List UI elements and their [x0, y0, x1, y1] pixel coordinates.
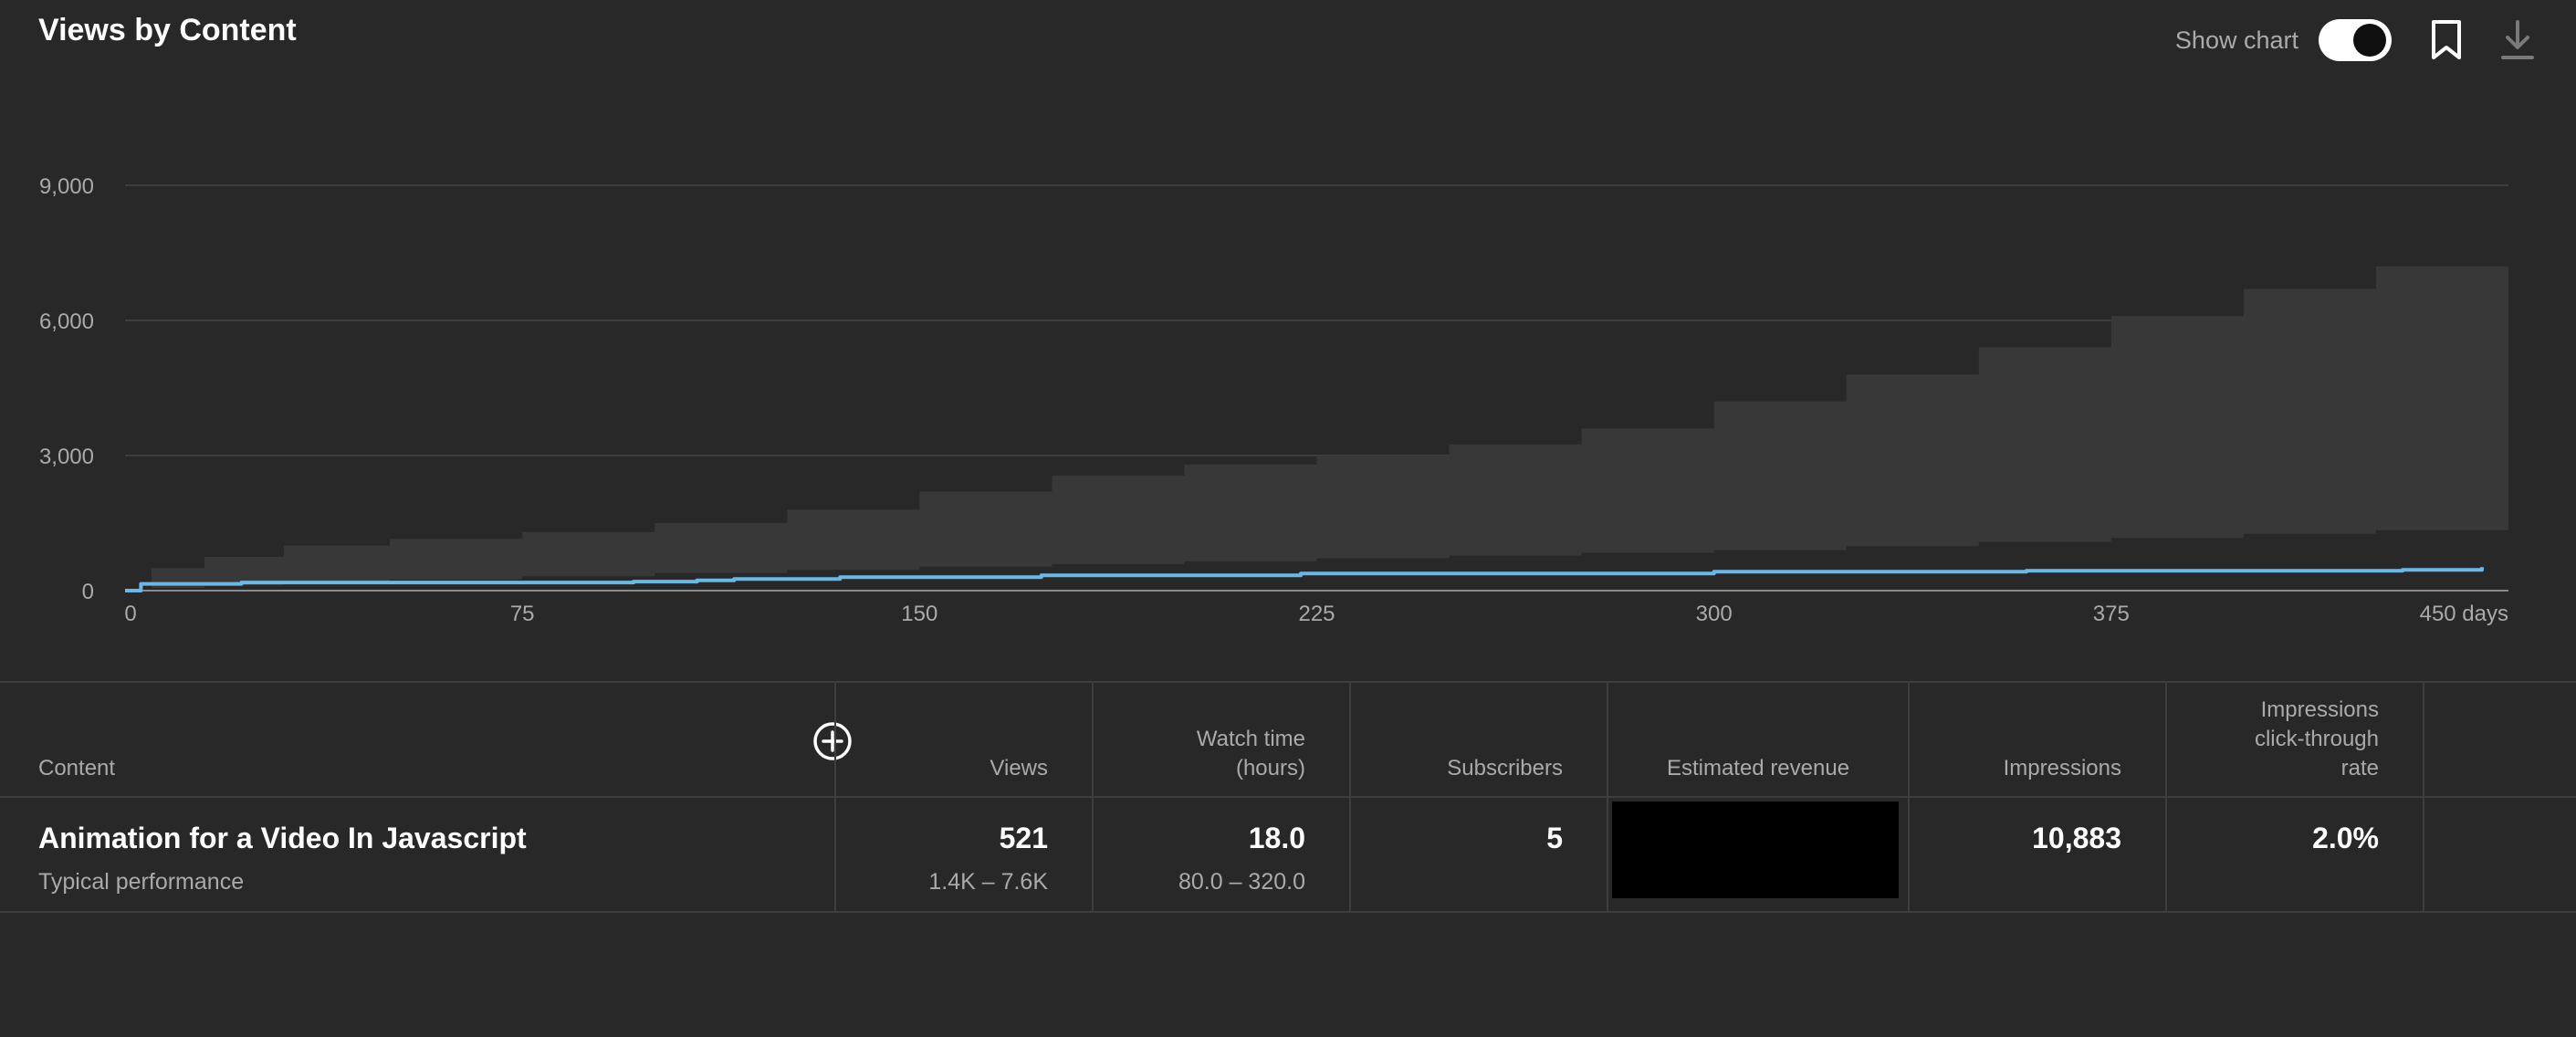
content-subtitle: Typical performance [38, 869, 245, 895]
subscribers-value: 5 [1546, 822, 1563, 854]
views-value: 521 [999, 822, 1048, 854]
header-impressions-label: Impressions [2003, 756, 2121, 780]
bookmark-button[interactable] [2424, 18, 2468, 62]
header-watch-time-label: Watch time (hours) [1196, 727, 1305, 780]
watch-time-value: 18.0 [1248, 822, 1305, 854]
cell-ctr: 2.0% [2165, 798, 2423, 911]
page-title: Views by Content [38, 13, 297, 47]
table-header-row: Content Views Watch time (hours) Subscri… [0, 683, 2576, 798]
content-table: Content Views Watch time (hours) Subscri… [0, 681, 2576, 913]
y-tick-label-2: 3,000 [39, 445, 94, 469]
header-impressions[interactable]: Impressions [1908, 683, 2165, 796]
toggle-knob [2353, 24, 2386, 57]
cell-empty [2423, 798, 2576, 911]
cell-views: 521 1.4K – 7.6K [834, 798, 1092, 911]
y-tick-label-1: 6,000 [39, 309, 94, 334]
x-tick-label-5: 375 [2093, 602, 2130, 626]
add-metric-button[interactable] [812, 721, 853, 761]
show-chart-toggle[interactable] [2319, 19, 2392, 61]
download-icon [2501, 20, 2534, 59]
header-content[interactable]: Content [0, 683, 834, 796]
cell-impressions: 10,883 [1908, 798, 2165, 911]
views-range: 1.4K – 7.6K [928, 869, 1048, 895]
cell-subscribers: 5 [1349, 798, 1607, 911]
x-tick-label-0: 0 [124, 602, 136, 626]
chart-controls: Show chart [2175, 13, 2539, 68]
header-views-label: Views [990, 756, 1048, 780]
header-subscribers[interactable]: Subscribers [1349, 683, 1607, 796]
x-tick-label-1: 75 [510, 602, 535, 626]
impressions-value: 10,883 [2032, 822, 2121, 854]
x-tick-label-3: 225 [1298, 602, 1335, 626]
y-tick-label-0: 9,000 [39, 174, 94, 199]
header-views[interactable]: Views [834, 683, 1092, 796]
redacted-revenue [1612, 801, 1899, 898]
header-content-label: Content [38, 756, 116, 780]
bookmark-icon [2432, 20, 2461, 59]
typical-performance-band [125, 248, 2508, 591]
cell-content: Animation for a Video In Javascript Typi… [0, 798, 834, 911]
x-tick-label-6: 450 days [2420, 602, 2508, 626]
show-chart-label: Show chart [2174, 26, 2299, 54]
views-series-line [125, 567, 2484, 592]
header-ctr-label: Impressions click-through rate [2254, 697, 2379, 780]
watch-time-range: 80.0 – 320.0 [1178, 869, 1305, 895]
x-tick-label-2: 150 [901, 602, 937, 626]
content-title[interactable]: Animation for a Video In Javascript [38, 822, 527, 854]
download-button[interactable] [2496, 18, 2539, 62]
add-circle-icon [813, 722, 852, 760]
header-subscribers-label: Subscribers [1447, 756, 1563, 780]
header-ctr[interactable]: Impressions click-through rate [2165, 683, 2423, 796]
ctr-value: 2.0% [2312, 822, 2379, 854]
header-estimated-revenue-label: Estimated revenue [1666, 756, 1850, 780]
x-tick-label-4: 300 [1696, 602, 1733, 626]
table-row[interactable]: Animation for a Video In Javascript Typi… [0, 798, 2576, 913]
chart-svg: 9,000 6,000 3,000 0 0 75 150 225 300 375 450 days [39, 174, 2508, 626]
cell-estimated-revenue [1607, 798, 1908, 911]
header-empty-cell [2423, 683, 2576, 796]
y-tick-label-3: 0 [82, 580, 94, 604]
views-chart: 9,000 6,000 3,000 0 0 75 150 225 300 375 450 days [0, 146, 2576, 657]
header-watch-time[interactable]: Watch time (hours) [1092, 683, 1349, 796]
header-estimated-revenue[interactable]: Estimated revenue [1607, 683, 1908, 796]
cell-watch-time: 18.0 80.0 – 320.0 [1092, 798, 1349, 911]
